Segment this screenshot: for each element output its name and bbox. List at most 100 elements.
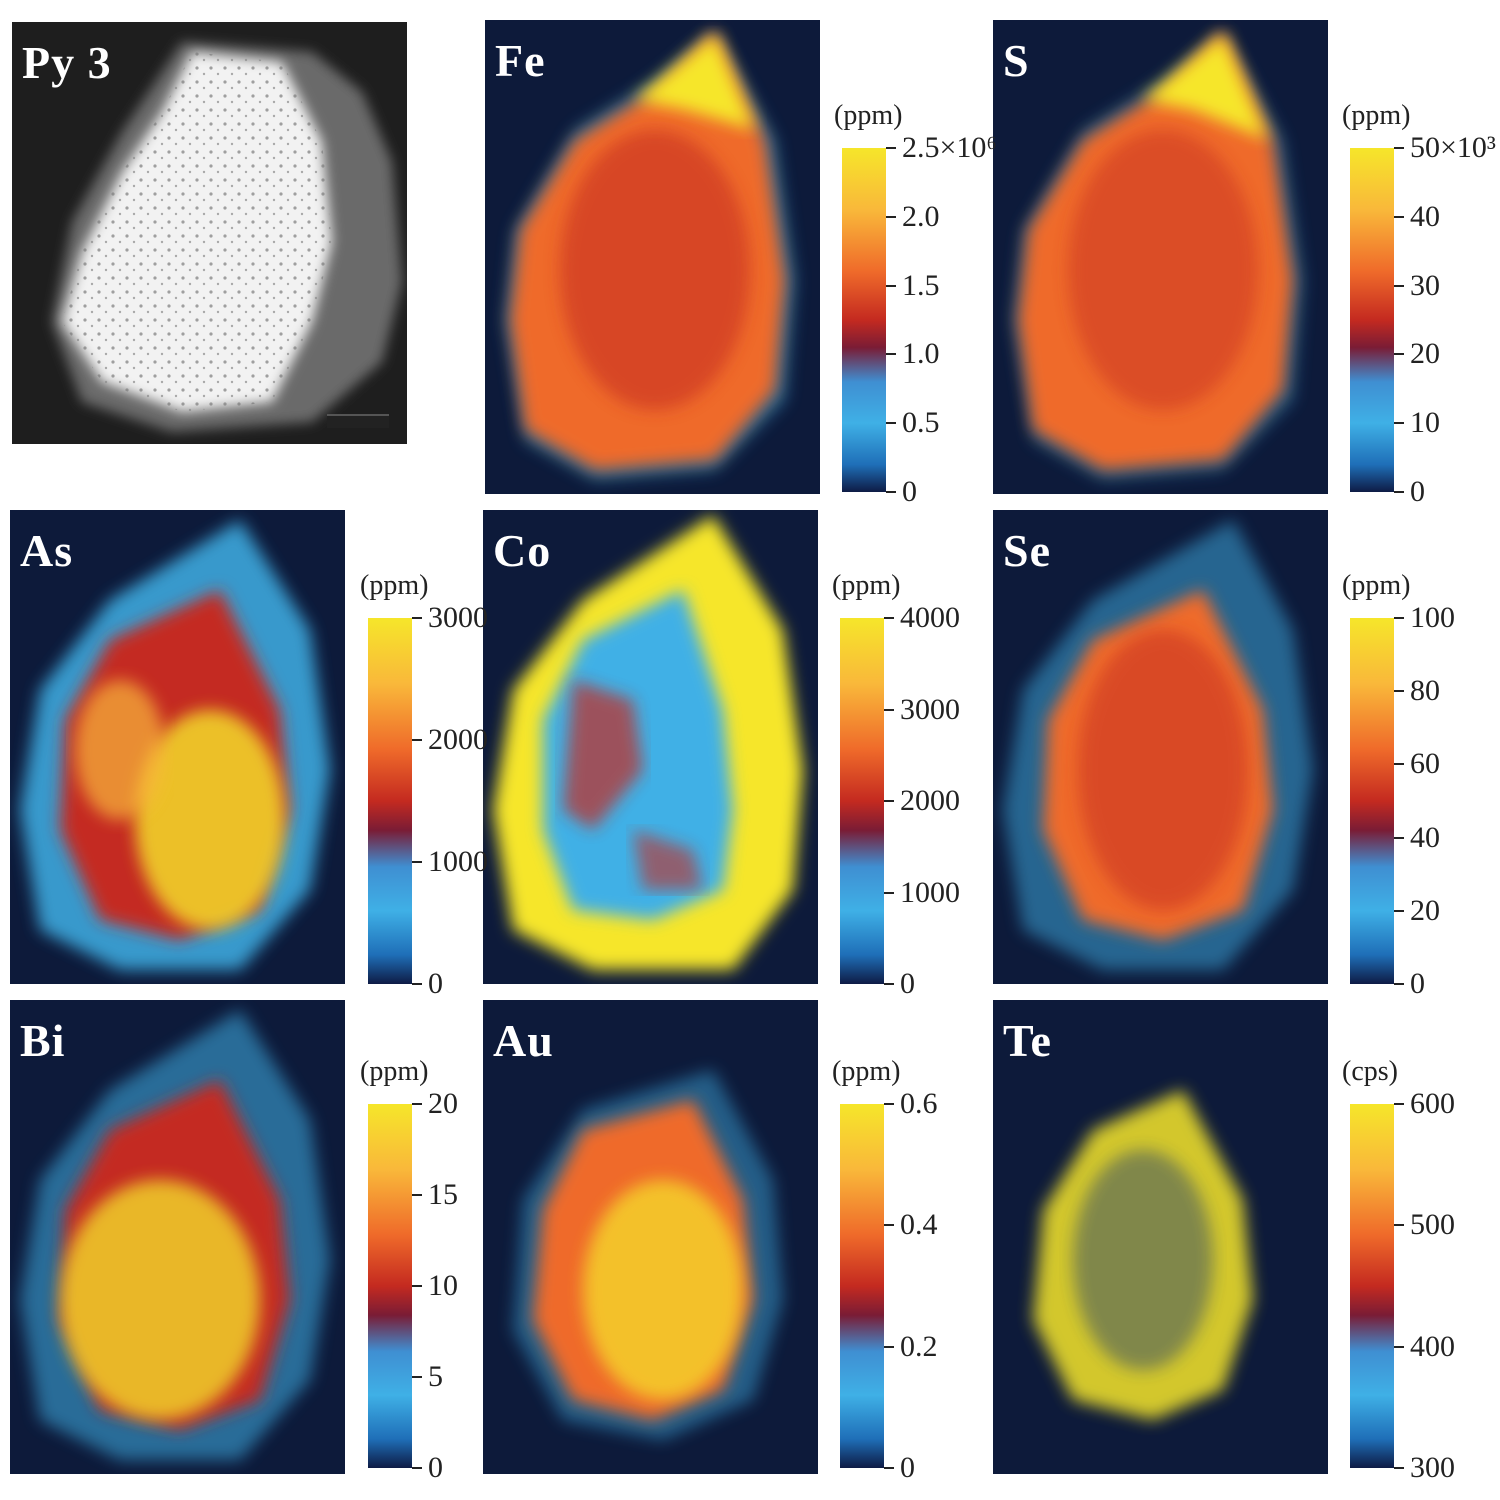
bi-map-panel: Bi xyxy=(10,1000,345,1474)
colorbar-tick-label-fe: 1.5 xyxy=(902,268,940,302)
colorbar-tick-au xyxy=(884,1103,894,1105)
fe-map-panel: Fe xyxy=(485,20,820,494)
se-distribution-map xyxy=(1003,520,1313,970)
colorbar-fe xyxy=(842,148,886,492)
colorbar-tick-label-fe: 2.5×10⁶ xyxy=(902,131,997,164)
colorbar-tick-bi xyxy=(412,1194,422,1196)
colorbar-tick-co xyxy=(884,708,894,711)
co-map-panel: Co xyxy=(483,510,818,984)
colorbar-tick-as xyxy=(412,861,422,863)
colorbar-tick-label-te: 500 xyxy=(1410,1208,1455,1242)
co-distribution-map xyxy=(493,515,803,970)
colorbar-tick-label-co: 3000 xyxy=(900,692,960,726)
bse-grain-image xyxy=(52,42,402,432)
colorbar-tick-se xyxy=(1394,690,1404,693)
colorbar-tick-te xyxy=(1394,1103,1404,1105)
colorbar-tick-label-s: 20 xyxy=(1410,337,1440,371)
colorbar-co xyxy=(840,618,884,984)
colorbar-tick-label-s: 50×10³ xyxy=(1410,131,1496,164)
colorbar-tick-s xyxy=(1394,215,1404,218)
colorbar-tick-label-bi: 5 xyxy=(428,1360,443,1393)
colorbar-tick-fe xyxy=(886,284,896,287)
colorbar-tick-label-te: 600 xyxy=(1410,1087,1455,1120)
colorbar-tick-label-se: 40 xyxy=(1410,820,1440,854)
colorbar-tick-label-s: 0 xyxy=(1410,475,1425,508)
colorbar-tick-label-bi: 20 xyxy=(428,1087,458,1120)
colorbar-bi xyxy=(368,1104,412,1468)
colorbar-tick-s xyxy=(1394,284,1404,287)
colorbar-tick-se xyxy=(1394,983,1404,985)
colorbar-tick-fe xyxy=(886,353,896,356)
colorbar-unit-te: (cps) xyxy=(1342,1056,1398,1087)
panel-label-se: Se xyxy=(1003,525,1051,576)
colorbar-tick-label-au: 0.2 xyxy=(900,1329,938,1363)
colorbar-tick-label-au: 0.6 xyxy=(900,1087,938,1120)
colorbar-tick-fe xyxy=(886,491,896,493)
colorbar-tick-co xyxy=(884,800,894,802)
colorbar-tick-te xyxy=(1394,1224,1404,1227)
panel-label-au: Au xyxy=(493,1015,554,1066)
colorbar-tick-se xyxy=(1394,909,1404,912)
colorbar-tick-co xyxy=(884,983,894,985)
colorbar-tick-se xyxy=(1394,836,1404,839)
colorbar-tick-label-te: 400 xyxy=(1410,1329,1455,1363)
colorbar-tick-label-bi: 0 xyxy=(428,1451,443,1484)
colorbar-unit-au: (ppm) xyxy=(832,1056,901,1087)
te-map-panel: Te xyxy=(993,1000,1328,1474)
panel-label-te: Te xyxy=(1003,1015,1052,1066)
colorbar-tick-label-s: 10 xyxy=(1410,406,1440,440)
s-distribution-map xyxy=(1013,30,1303,480)
bse-image-panel: Py 3 xyxy=(12,22,407,444)
colorbar-unit-se: (ppm) xyxy=(1342,570,1411,601)
colorbar-unit-bi: (ppm) xyxy=(360,1056,429,1087)
bi-distribution-map xyxy=(20,1010,330,1460)
colorbar-tick-se xyxy=(1394,617,1404,619)
colorbar-tick-fe xyxy=(886,215,896,218)
fe-distribution-map xyxy=(505,30,795,480)
panel-label-as: As xyxy=(20,525,74,576)
colorbar-se xyxy=(1350,618,1394,984)
colorbar-tick-au xyxy=(884,1467,894,1469)
colorbar-tick-label-fe: 1.0 xyxy=(902,337,940,371)
colorbar-tick-label-as: 1000 xyxy=(428,845,488,878)
colorbar-unit-s: (ppm) xyxy=(1342,100,1411,131)
colorbar-tick-s xyxy=(1394,147,1404,149)
colorbar-tick-label-bi: 15 xyxy=(428,1178,458,1211)
colorbar-unit-co: (ppm) xyxy=(832,570,901,601)
colorbar-tick-se xyxy=(1394,763,1404,766)
se-map-panel: Se xyxy=(993,510,1328,984)
colorbar-tick-label-as: 2000 xyxy=(428,723,488,756)
colorbar-tick-label-fe: 2.0 xyxy=(902,199,940,233)
colorbar-tick-s xyxy=(1394,422,1404,425)
colorbar-tick-bi xyxy=(412,1103,422,1105)
colorbar-tick-s xyxy=(1394,491,1404,493)
colorbar-tick-bi xyxy=(412,1467,422,1469)
colorbar-tick-fe xyxy=(886,147,896,149)
panel-label-co: Co xyxy=(493,525,552,576)
panel-label-fe: Fe xyxy=(495,35,546,86)
colorbar-tick-label-au: 0.4 xyxy=(900,1208,938,1242)
colorbar-tick-label-se: 0 xyxy=(1410,967,1425,1000)
colorbar-tick-as xyxy=(412,617,422,619)
panel-label-bi: Bi xyxy=(20,1015,66,1066)
colorbar-tick-label-s: 40 xyxy=(1410,199,1440,233)
colorbar-tick-fe xyxy=(886,422,896,425)
colorbar-au xyxy=(840,1104,884,1468)
au-map-panel: Au xyxy=(483,1000,818,1474)
colorbar-tick-label-te: 300 xyxy=(1410,1451,1455,1484)
colorbar-unit-fe: (ppm) xyxy=(834,100,903,131)
colorbar-tick-label-as: 0 xyxy=(428,967,443,1000)
au-distribution-map xyxy=(513,1070,783,1440)
colorbar-tick-te xyxy=(1394,1467,1404,1469)
colorbar-tick-bi xyxy=(412,1285,422,1287)
colorbar-tick-label-as: 3000 xyxy=(428,601,488,634)
colorbar-tick-s xyxy=(1394,353,1404,356)
colorbar-tick-as xyxy=(412,739,422,741)
colorbar-tick-label-co: 2000 xyxy=(900,784,960,817)
colorbar-tick-label-se: 60 xyxy=(1410,747,1440,781)
colorbar-s xyxy=(1350,148,1394,492)
colorbar-tick-as xyxy=(412,983,422,985)
te-distribution-map xyxy=(1033,1090,1253,1420)
as-map-panel: As xyxy=(10,510,345,984)
colorbar-tick-label-au: 0 xyxy=(900,1451,915,1484)
